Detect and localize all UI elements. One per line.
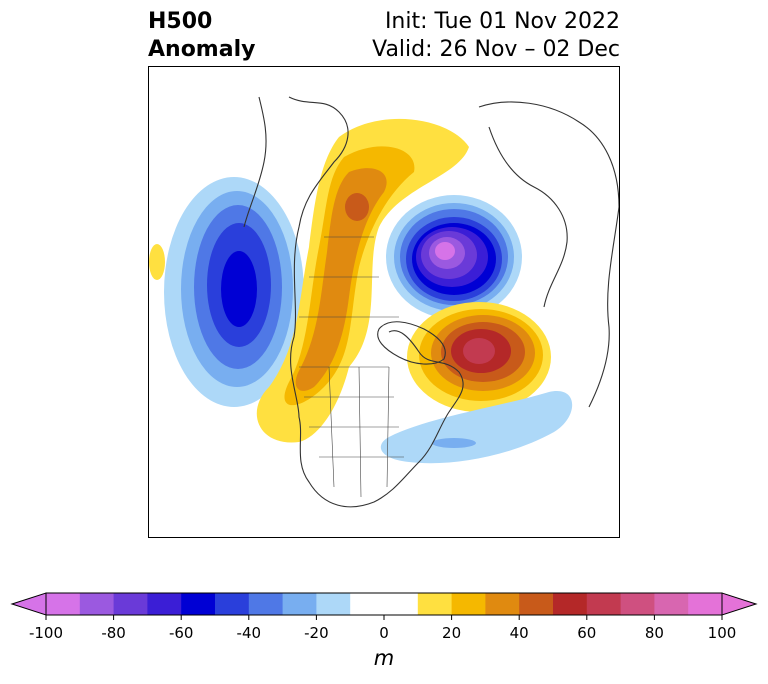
colorbar-swatch [147, 593, 182, 615]
colorbar-swatch [181, 593, 216, 615]
colorbar-under-triangle [10, 592, 47, 616]
atlantic-high-contours [407, 302, 551, 412]
greenland-coast [377, 321, 446, 365]
colorbar-swatch [553, 593, 588, 615]
colorbar-tick-label: 0 [379, 624, 389, 642]
colorbar-over-triangle [721, 592, 758, 616]
colorbar-tick-label: -20 [304, 624, 329, 642]
atlantic-trough-contours [380, 391, 573, 464]
atlantic-trough-20 [380, 391, 573, 464]
colorbar-swatch [282, 593, 317, 615]
chart-title: H500 Anomaly [148, 8, 255, 64]
atlantic-trough-30 [432, 438, 476, 448]
colorbar-tick-label: 100 [707, 624, 737, 642]
edge-ridge [149, 244, 165, 280]
ridge-30 [295, 168, 387, 391]
colorbar-swatch [113, 593, 148, 615]
eurasia-coast [478, 101, 619, 408]
valid-range: Valid: 26 Nov – 02 Dec [372, 37, 620, 62]
colorbar-tick-label: -80 [101, 624, 126, 642]
colorbar-swatch [586, 593, 622, 615]
pacific-low-60 [221, 251, 257, 327]
colorbar-swatch [485, 593, 520, 615]
colorbar-tick-label: 60 [577, 624, 597, 642]
arctic-low-contours [386, 195, 522, 319]
init-date: Init: Tue 01 Nov 2022 [384, 9, 620, 34]
colorbar-swatch [620, 593, 655, 615]
siberia-coast [488, 126, 568, 308]
colorbar-swatch [417, 593, 453, 615]
alaska-coast [243, 96, 267, 228]
state-boundaries [299, 236, 404, 498]
arctic-low-100 [435, 242, 455, 260]
anomaly-map [148, 66, 620, 538]
atlantic-high-60 [463, 338, 495, 364]
colorbar-tick-label: 20 [442, 624, 462, 642]
colorbar-swatch [519, 593, 554, 615]
colorbar-swatch [451, 593, 486, 615]
ridge-40 [345, 193, 369, 221]
colorbar-swatch [350, 593, 419, 615]
colorbar-swatch [316, 593, 351, 615]
title-line-1: H500 [148, 9, 213, 34]
map-svg [149, 96, 619, 508]
canada-province-lines [299, 236, 399, 318]
us-state-lines [299, 366, 404, 498]
colorbar-swatch [688, 593, 723, 615]
colorbar-tick-label: 40 [509, 624, 529, 642]
north-america-coast [288, 96, 464, 508]
title-line-2: Anomaly [148, 37, 256, 62]
colorbar-swatch [46, 593, 81, 615]
ridge-contours [149, 118, 469, 443]
colorbar-unit: m [373, 646, 395, 670]
colorbar-swatch [215, 593, 250, 615]
coastlines [243, 96, 619, 508]
colorbar-tick-label: -60 [168, 624, 194, 642]
date-info: Init: Tue 01 Nov 2022 Valid: 26 Nov – 02… [372, 8, 620, 64]
colorbar-swatch [79, 593, 115, 615]
pacific-low-contours [164, 177, 304, 407]
colorbar-swatches [46, 593, 723, 615]
colorbar-swatch [654, 593, 689, 615]
colorbar-tick-label: 80 [644, 624, 664, 642]
colorbar [10, 592, 758, 620]
colorbar-tick-label: -100 [28, 624, 64, 642]
colorbar-ticks [45, 615, 723, 620]
colorbar-swatch [248, 593, 284, 615]
colorbar-tick-label: -40 [236, 624, 262, 642]
